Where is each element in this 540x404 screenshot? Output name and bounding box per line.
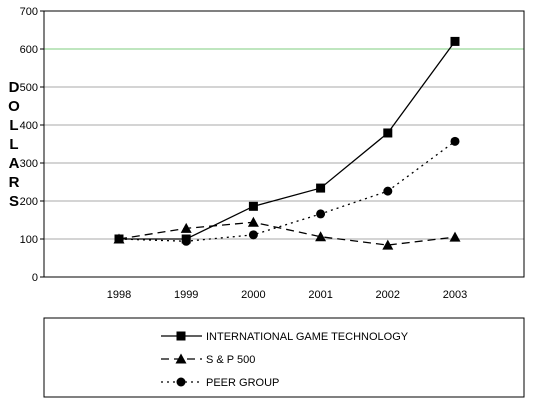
y-tick-label: 400 bbox=[20, 120, 38, 132]
x-tick-labels: 1998 1999 2000 2001 2002 2003 bbox=[107, 289, 467, 301]
data-point-circle bbox=[248, 230, 258, 240]
data-point-circle bbox=[181, 236, 191, 246]
axes bbox=[40, 10, 525, 278]
x-tick-label: 1998 bbox=[107, 289, 131, 301]
y-tick-label: 0 bbox=[32, 272, 38, 284]
y-axis-label-letter: S bbox=[9, 193, 19, 210]
y-tick-label: 200 bbox=[20, 196, 38, 208]
y-tick-label: 500 bbox=[20, 82, 38, 94]
data-point-circle bbox=[316, 209, 326, 219]
data-point-circle bbox=[114, 234, 124, 244]
y-axis-label-letter: L bbox=[9, 136, 18, 153]
data-point-square bbox=[316, 183, 326, 193]
data-point-square bbox=[176, 331, 186, 341]
data-point-circle bbox=[450, 136, 460, 146]
y-axis-label-letter: O bbox=[8, 98, 20, 115]
series-line bbox=[118, 221, 456, 246]
y-axis-label-letter: R bbox=[9, 174, 20, 191]
legend-label: S & P 500 bbox=[206, 354, 255, 366]
y-axis-label-letter: D bbox=[9, 79, 20, 96]
data-point-triangle bbox=[315, 231, 327, 242]
x-tick-label: 2000 bbox=[241, 289, 265, 301]
data-point-triangle bbox=[247, 216, 259, 227]
legend-label: INTERNATIONAL GAME TECHNOLOGY bbox=[206, 331, 409, 343]
data-point-triangle bbox=[382, 239, 394, 250]
legend-box bbox=[43, 317, 525, 398]
data-point-circle bbox=[383, 186, 393, 196]
data-point-triangle bbox=[449, 231, 461, 242]
y-tick-label: 700 bbox=[20, 6, 38, 18]
y-tick-label: 300 bbox=[20, 158, 38, 170]
y-axis-label-letter: L bbox=[9, 117, 18, 134]
series-line bbox=[119, 41, 456, 240]
series-circle bbox=[114, 136, 460, 246]
x-tick-label: 2001 bbox=[308, 289, 332, 301]
data-point-circle bbox=[176, 377, 186, 387]
data-point-triangle bbox=[175, 353, 187, 364]
plot-frame bbox=[43, 10, 525, 278]
x-tick-label: 1999 bbox=[174, 289, 198, 301]
data-point-triangle bbox=[180, 222, 192, 233]
x-tick-label: 2002 bbox=[376, 289, 400, 301]
y-tick-label: 100 bbox=[20, 234, 38, 246]
data-point-square bbox=[383, 128, 393, 138]
x-tick-label: 2003 bbox=[443, 289, 467, 301]
legend: INTERNATIONAL GAME TECHNOLOGY S & P 500 PE… bbox=[43, 317, 525, 398]
y-tick-label: 600 bbox=[20, 44, 38, 56]
data-point-square bbox=[450, 36, 460, 46]
y-axis-label-letter: A bbox=[9, 155, 20, 172]
legend-label: PEER GROUP bbox=[206, 377, 279, 389]
series-square bbox=[114, 36, 460, 244]
series-line bbox=[118, 140, 456, 242]
series bbox=[113, 36, 461, 250]
y-tick-labels: 0 100 200 300 400 500 600 700 bbox=[20, 6, 38, 284]
data-point-square bbox=[248, 201, 258, 211]
series-triangle bbox=[113, 216, 461, 250]
